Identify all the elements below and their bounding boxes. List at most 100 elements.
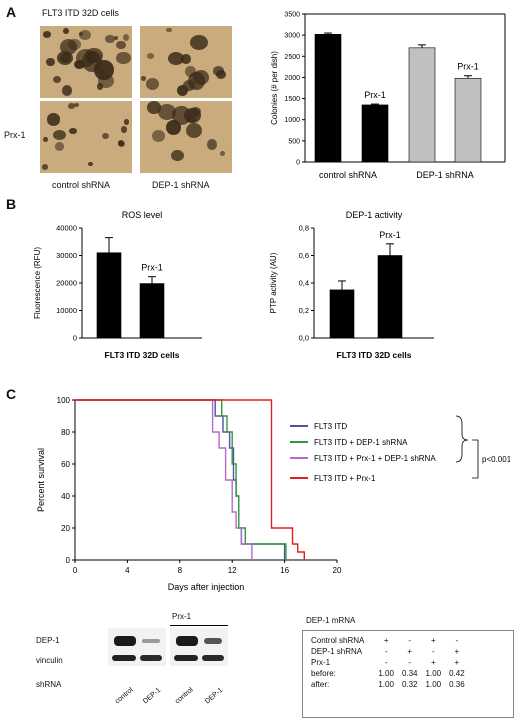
colony-dot	[46, 113, 61, 126]
table-row: Control shRNA + - + -	[307, 635, 469, 646]
survival-curve-chart: 0 20 40 60 80 100 0 4 8 12 16 20 Percent survival Day…	[36, 396, 510, 592]
colony-dot	[122, 33, 130, 42]
colony-dot	[117, 140, 126, 148]
colony-dot	[61, 85, 73, 96]
y-tick-label: 30000	[56, 251, 77, 260]
table-cell: 0.34	[401, 669, 418, 678]
x-axis-label: Days after injection	[168, 582, 245, 592]
x-axis-label: FLT3 ITD 32D cells	[337, 350, 412, 360]
colony-dot	[158, 103, 177, 120]
colony-dot	[52, 75, 61, 83]
blot-shrna-label: shRNA	[36, 680, 62, 689]
colony-dot	[185, 66, 196, 78]
colony-dot	[147, 52, 154, 59]
y-tick-label: 3000	[284, 33, 300, 40]
table-cell: -	[408, 658, 412, 667]
table-row-label: Control shRNA	[311, 636, 365, 645]
colony-dot	[62, 27, 69, 34]
table-cell: 1.00	[378, 669, 394, 678]
table-cell: +	[454, 658, 460, 667]
y-tick-label: 60	[61, 460, 70, 469]
y-tick-label: 1000	[284, 117, 300, 124]
colony-dot	[170, 149, 184, 161]
table-row-label: after:	[311, 680, 330, 689]
mrna-table-title: DEP-1 mRNA	[306, 616, 356, 625]
table-cell: -	[384, 647, 388, 656]
blot-row-label-vinculin: vinculin	[36, 656, 63, 665]
bracket-line	[472, 439, 479, 479]
y-tick-label: 20000	[56, 279, 77, 288]
colony-dot	[116, 51, 131, 65]
chart-title: ROS level	[122, 210, 163, 220]
y-tick-label: 3500	[284, 12, 300, 19]
bar-label: Prx-1	[141, 263, 163, 273]
photo-col-label-control: control shRNA	[52, 180, 111, 190]
table-row: Prx-1 - - + +	[307, 657, 469, 668]
survival-line	[75, 399, 287, 560]
y-axis-label: Percent survival	[36, 448, 46, 512]
table-cell: -	[408, 636, 412, 645]
x-tick-label: 8	[178, 566, 183, 575]
bar	[314, 33, 342, 163]
blot-lane-label: control	[174, 686, 195, 706]
ros-bar-chart: 0 10000 20000 30000 40000 Fluorescence (RFU) P…	[33, 210, 202, 360]
blot-image-left	[108, 628, 166, 666]
colony-dot	[166, 28, 172, 33]
colony-dot	[52, 129, 66, 141]
dep1-activity-bar-chart: 0,0 0,2 0,4 0,6 0,8 PTP activity (AU) Prx-1 DEP…	[269, 210, 434, 360]
colony-dot	[102, 133, 110, 139]
colony-dot	[43, 31, 51, 38]
colony-photo-dep1-shrna	[140, 26, 232, 98]
legend-label: FLT3 ITD + Prx-1 + DEP-1 shRNA	[314, 454, 436, 463]
table-row: before: 1.00 0.34 1.00 0.42	[307, 668, 469, 679]
colony-dot	[190, 35, 209, 51]
blot-lane-label: DEP-1	[204, 686, 225, 706]
table-cell: +	[407, 647, 413, 656]
y-tick-label: 10000	[56, 306, 77, 315]
colony-dot	[68, 38, 82, 51]
colony-dot	[212, 66, 224, 76]
colony-dot	[123, 119, 129, 125]
y-tick-label: 0,8	[299, 224, 309, 233]
y-tick-label: 0,4	[299, 279, 309, 288]
colony-dot	[79, 29, 91, 41]
colony-dot	[88, 161, 93, 166]
survival-line	[75, 399, 286, 560]
bar	[454, 77, 482, 163]
colony-dot	[189, 107, 202, 117]
colony-dot	[146, 78, 159, 90]
colony-dot	[140, 76, 147, 82]
bar	[139, 283, 165, 339]
bar	[361, 104, 389, 163]
colony-dot	[105, 34, 115, 44]
bar	[377, 255, 403, 339]
panel-label-a: A	[6, 4, 17, 20]
colony-dot	[177, 85, 189, 96]
panel-label-c: C	[6, 386, 17, 402]
y-tick-label: 40	[61, 492, 70, 501]
colony-dot	[96, 83, 103, 90]
photo-col-label-dep1: DEP-1 shRNA	[152, 180, 210, 190]
table-row: after: 1.00 0.32 1.00 0.36	[307, 679, 469, 690]
table-row-label: DEP-1 shRNA	[311, 647, 363, 656]
colony-dot	[187, 114, 197, 124]
table-row-label: Prx-1	[311, 658, 331, 667]
colony-photo-control-prx1	[40, 101, 132, 173]
colony-dot	[41, 164, 48, 170]
legend-label: FLT3 ITD + Prx-1	[314, 474, 376, 483]
table-cell: 0.42	[449, 669, 465, 678]
table-cell: 1.00	[425, 669, 442, 678]
colony-photo-control	[40, 26, 132, 98]
bar-label: Prx-1	[364, 90, 386, 100]
colony-dot	[73, 103, 79, 108]
y-tick-label: 0	[296, 160, 300, 167]
photos-title: FLT3 ITD 32D cells	[42, 8, 119, 18]
y-axis-label: Fluorescence (RFU)	[33, 247, 42, 319]
blot-image-right	[170, 628, 228, 666]
colony-dot	[172, 105, 192, 126]
y-tick-label: 2500	[284, 54, 300, 61]
table-cell: 0.36	[449, 680, 465, 689]
y-tick-label: 0	[66, 556, 71, 565]
x-tick-label: 16	[280, 566, 289, 575]
colony-dot	[207, 139, 217, 150]
